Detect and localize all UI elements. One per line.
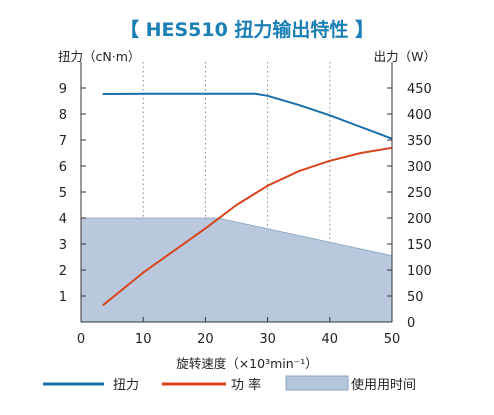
y-left-tick-label: 8 (59, 108, 67, 123)
y-right-tick-label: 200 (407, 212, 432, 227)
y-left-tick-label: 6 (59, 160, 67, 175)
y-left-tick-label: 7 (59, 134, 67, 149)
y-right-tick-label: 150 (407, 238, 432, 253)
x-tick-label: 10 (135, 332, 152, 347)
y-right-tick-label: 450 (407, 82, 432, 97)
series-power-line (102, 146, 393, 307)
y-right-tick-label: 100 (407, 264, 432, 279)
x-tick-label: 0 (77, 332, 85, 347)
legend-usage-swatch (285, 375, 349, 391)
y-left-tick-label: 2 (59, 264, 67, 279)
y-right-tick-label: 0 (407, 316, 415, 331)
series-usage-area (80, 217, 393, 323)
y-left-tick-label: 5 (59, 186, 67, 201)
lines-layer (102, 92, 393, 307)
y-right-tick-label: 300 (407, 160, 432, 175)
tick-labels: 0 10 20 30 40 50 1 2 3 4 5 6 7 8 9 0 50 100 150 200 250 300 35… (59, 82, 432, 347)
y-right-tick-label: 250 (407, 186, 432, 201)
legend-power-label: 功 率 (231, 377, 261, 393)
usage-area-layer (80, 217, 393, 323)
y-left-axis-label: 扭力（cN·m） (58, 49, 140, 64)
x-tick-label: 40 (322, 332, 339, 347)
y-left-tick-label: 9 (59, 82, 67, 97)
y-right-axis-label: 出力（W） (374, 49, 436, 64)
x-tick-label: 30 (259, 332, 276, 347)
x-tick-label: 50 (384, 332, 401, 347)
legend-usage-label: 使用用时间 (351, 377, 416, 393)
y-left-tick-label: 4 (59, 212, 67, 227)
y-left-tick-label: 3 (59, 238, 67, 253)
axes (80, 62, 393, 323)
x-axis-label: 旋转速度（×10³min⁻¹） (176, 356, 318, 371)
chart-title: 【 HES510 扭力输出特性 】 (120, 18, 374, 41)
y-left-tick-label: 1 (59, 290, 67, 305)
legend-torque-label: 扭力 (113, 378, 139, 393)
series-torque-line (102, 92, 393, 140)
y-right-tick-label: 400 (407, 108, 432, 123)
legend: 扭力 功 率 使用用时间 (43, 375, 416, 393)
y-right-tick-label: 50 (407, 290, 424, 305)
x-tick-label: 20 (197, 332, 214, 347)
y-right-tick-label: 350 (407, 134, 432, 149)
